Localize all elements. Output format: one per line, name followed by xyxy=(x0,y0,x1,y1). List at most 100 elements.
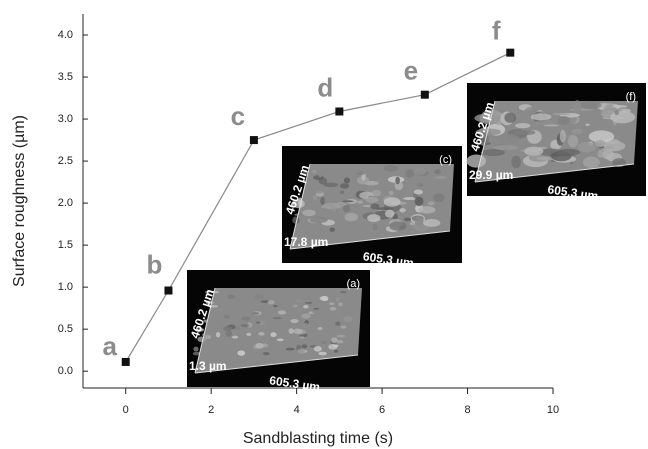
x-tick-label: 8 xyxy=(464,404,470,416)
inset-texture xyxy=(557,115,571,125)
inset-texture xyxy=(375,207,394,210)
inset-texture xyxy=(556,148,581,157)
inset-texture xyxy=(340,190,345,195)
inset-texture xyxy=(317,327,323,331)
inset-texture xyxy=(292,216,300,224)
inset-depth: 17.8 µm xyxy=(284,235,328,249)
point-label: b xyxy=(147,249,163,279)
inset-texture xyxy=(427,201,435,206)
inset-texture xyxy=(492,145,519,151)
inset-texture xyxy=(290,318,299,324)
inset-surface xyxy=(195,288,362,373)
inset-texture xyxy=(303,169,308,177)
inset-texture xyxy=(434,169,441,175)
inset-texture xyxy=(302,209,316,217)
inset-texture xyxy=(338,302,343,307)
inset-texture xyxy=(466,154,486,168)
inset-texture xyxy=(403,197,417,201)
inset-texture xyxy=(329,306,337,311)
inset-texture xyxy=(234,326,241,331)
inset-texture xyxy=(414,167,427,175)
inset-texture xyxy=(413,189,423,195)
inset-texture xyxy=(582,156,601,169)
inset-edge xyxy=(289,230,451,250)
inset-texture xyxy=(262,351,270,356)
inset-texture xyxy=(414,196,424,207)
inset-texture xyxy=(414,215,424,226)
inset-texture xyxy=(404,169,415,178)
inset-texture xyxy=(357,200,364,204)
inset-texture xyxy=(222,325,233,332)
x-tick-label: 4 xyxy=(294,404,300,416)
inset-texture xyxy=(246,332,252,336)
inset-texture xyxy=(342,204,351,213)
inset-texture xyxy=(313,345,322,352)
inset-texture xyxy=(241,316,251,321)
point-label: d xyxy=(317,72,333,102)
y-tick-label: 3.5 xyxy=(58,71,73,83)
point-label: c xyxy=(231,101,245,131)
inset-texture xyxy=(303,305,309,309)
inset-texture xyxy=(276,338,284,342)
inset-texture xyxy=(383,197,401,207)
inset-texture xyxy=(344,212,359,222)
inset-texture xyxy=(332,344,339,348)
inset-texture xyxy=(340,291,347,294)
inset-texture xyxy=(301,313,311,319)
y-tick-label: 1.5 xyxy=(58,239,73,251)
data-point xyxy=(420,90,429,99)
inset-texture xyxy=(511,155,522,169)
inset-texture xyxy=(323,182,339,188)
inset-texture xyxy=(318,351,327,356)
inset-texture xyxy=(227,294,236,299)
y-tick-label: 3.0 xyxy=(58,113,73,125)
inset-texture xyxy=(417,183,424,187)
y-tick-label: 1.0 xyxy=(58,281,73,293)
inset-texture xyxy=(314,190,323,194)
inset-texture xyxy=(552,113,571,116)
inset-texture xyxy=(434,176,448,180)
inset-texture xyxy=(399,208,406,213)
inset-texture xyxy=(594,139,606,148)
inset-texture xyxy=(258,331,265,336)
inset-texture xyxy=(367,214,381,223)
inset-texture xyxy=(597,149,604,158)
inset-texture xyxy=(268,337,278,340)
inset-texture xyxy=(353,164,364,173)
inset-texture xyxy=(304,301,313,304)
inset-texture xyxy=(247,322,253,328)
inset-texture xyxy=(272,317,282,320)
data-point xyxy=(335,107,344,116)
inset-texture xyxy=(513,129,536,136)
inset-texture xyxy=(231,335,239,339)
data-point xyxy=(506,48,515,57)
inset-texture xyxy=(312,194,318,201)
inset-texture xyxy=(317,173,323,178)
inset-texture xyxy=(371,189,382,197)
inset-texture xyxy=(614,110,619,116)
inset-texture xyxy=(372,223,378,231)
inset-texture xyxy=(240,324,249,328)
inset-texture xyxy=(340,325,347,329)
inset-tag: (c) xyxy=(439,154,452,166)
y-tick-label: 2.0 xyxy=(58,197,73,209)
inset-texture xyxy=(312,309,322,315)
inset-texture xyxy=(544,124,559,127)
inset-edge xyxy=(474,163,635,183)
inset-texture xyxy=(559,129,566,143)
inset-texture xyxy=(329,302,335,306)
inset-texture xyxy=(321,295,329,302)
inset-texture xyxy=(610,110,636,124)
inset-texture xyxy=(255,342,264,349)
inset-texture xyxy=(231,330,237,336)
point-label: e xyxy=(404,56,418,86)
inset-texture xyxy=(223,315,230,319)
inset-texture xyxy=(383,165,398,172)
inset-texture xyxy=(388,190,394,196)
inset-edge xyxy=(289,163,311,250)
inset-depth: 29.9 µm xyxy=(469,168,513,182)
inset-texture xyxy=(293,328,303,334)
inset-texture xyxy=(567,134,579,148)
point-label: a xyxy=(102,331,117,361)
